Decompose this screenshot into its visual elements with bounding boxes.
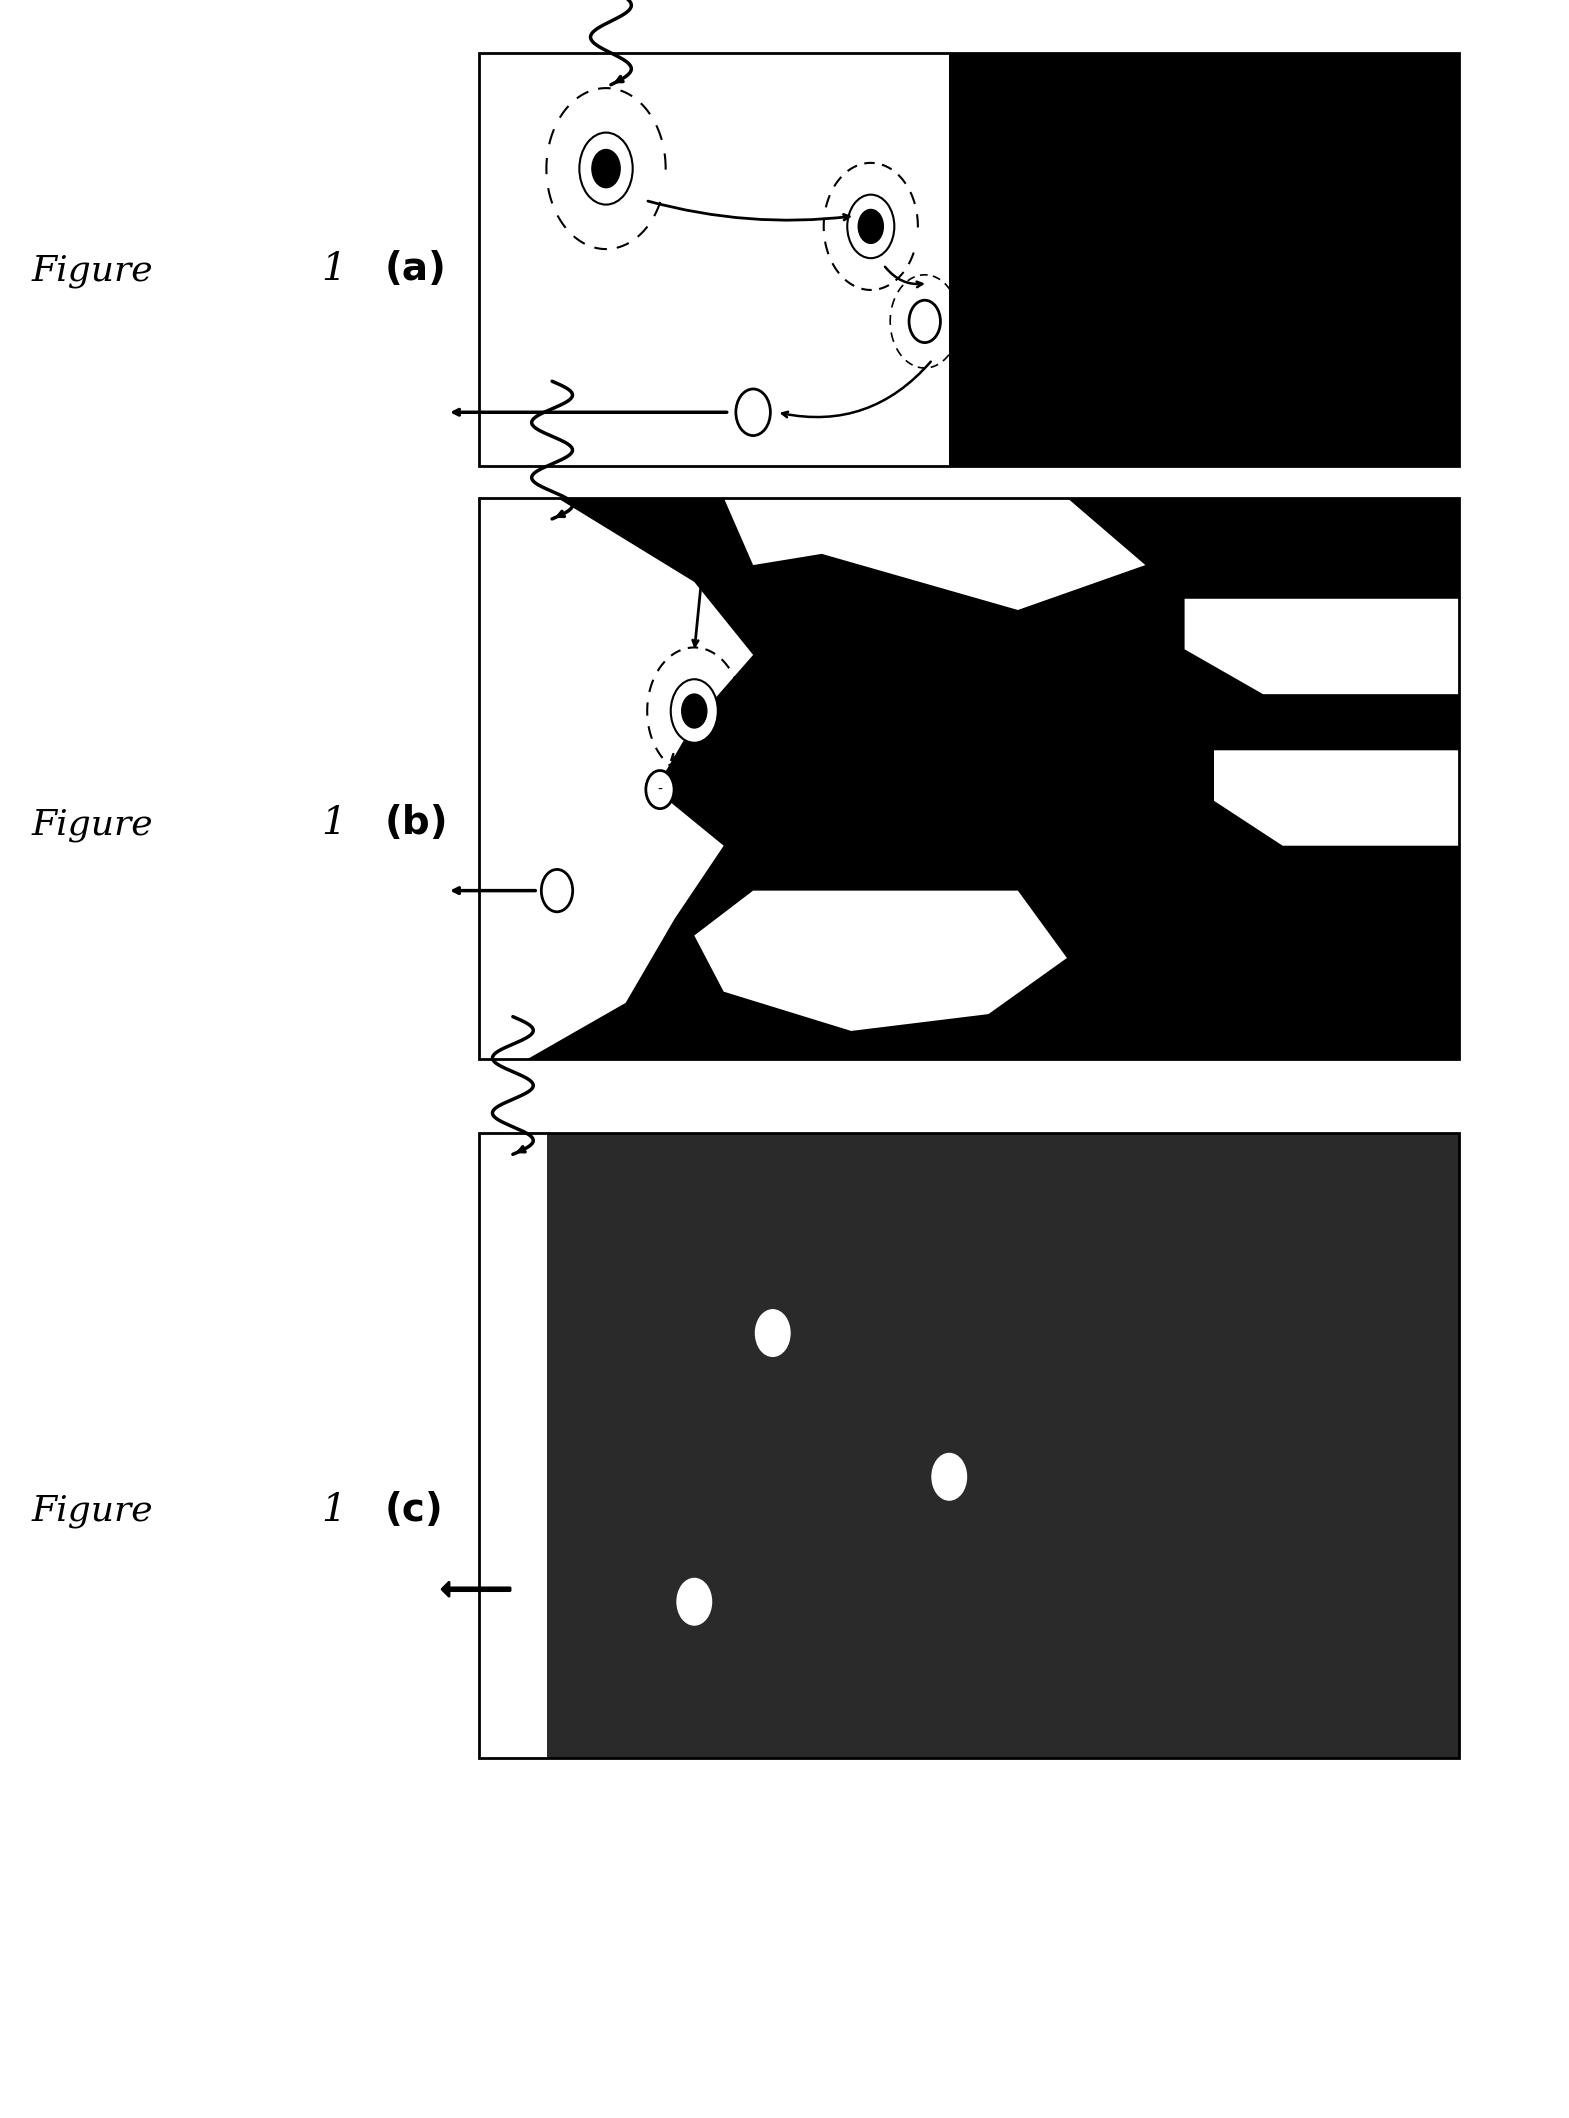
Circle shape	[646, 771, 675, 809]
Polygon shape	[1214, 750, 1459, 845]
Circle shape	[541, 868, 573, 911]
Text: (a): (a)	[384, 250, 446, 288]
Circle shape	[670, 680, 717, 743]
Polygon shape	[479, 498, 753, 1059]
Text: 1: 1	[322, 805, 347, 843]
Bar	[479, 498, 1459, 1059]
Polygon shape	[723, 498, 1145, 610]
Circle shape	[755, 1309, 789, 1356]
Text: 1: 1	[322, 1491, 347, 1529]
Text: (c): (c)	[384, 1491, 442, 1529]
Circle shape	[579, 133, 632, 205]
Text: -: -	[657, 782, 662, 796]
Circle shape	[736, 390, 770, 436]
Bar	[479, 53, 1459, 466]
Bar	[479, 1133, 548, 1758]
Bar	[479, 1133, 1459, 1758]
Polygon shape	[693, 890, 1067, 1031]
Polygon shape	[1185, 599, 1459, 695]
Text: 1: 1	[322, 252, 347, 288]
Circle shape	[681, 695, 706, 729]
Circle shape	[858, 210, 883, 244]
Bar	[479, 1133, 1459, 1758]
Bar	[949, 53, 1459, 466]
Text: Figure: Figure	[31, 254, 154, 288]
Circle shape	[678, 1578, 712, 1625]
Circle shape	[908, 301, 940, 343]
Circle shape	[592, 150, 620, 189]
Bar	[479, 53, 949, 466]
Text: Figure: Figure	[31, 1493, 154, 1527]
Text: (b): (b)	[384, 805, 449, 843]
Text: Figure: Figure	[31, 807, 154, 843]
Circle shape	[932, 1453, 967, 1500]
Circle shape	[847, 195, 894, 258]
Bar	[479, 498, 1459, 1059]
